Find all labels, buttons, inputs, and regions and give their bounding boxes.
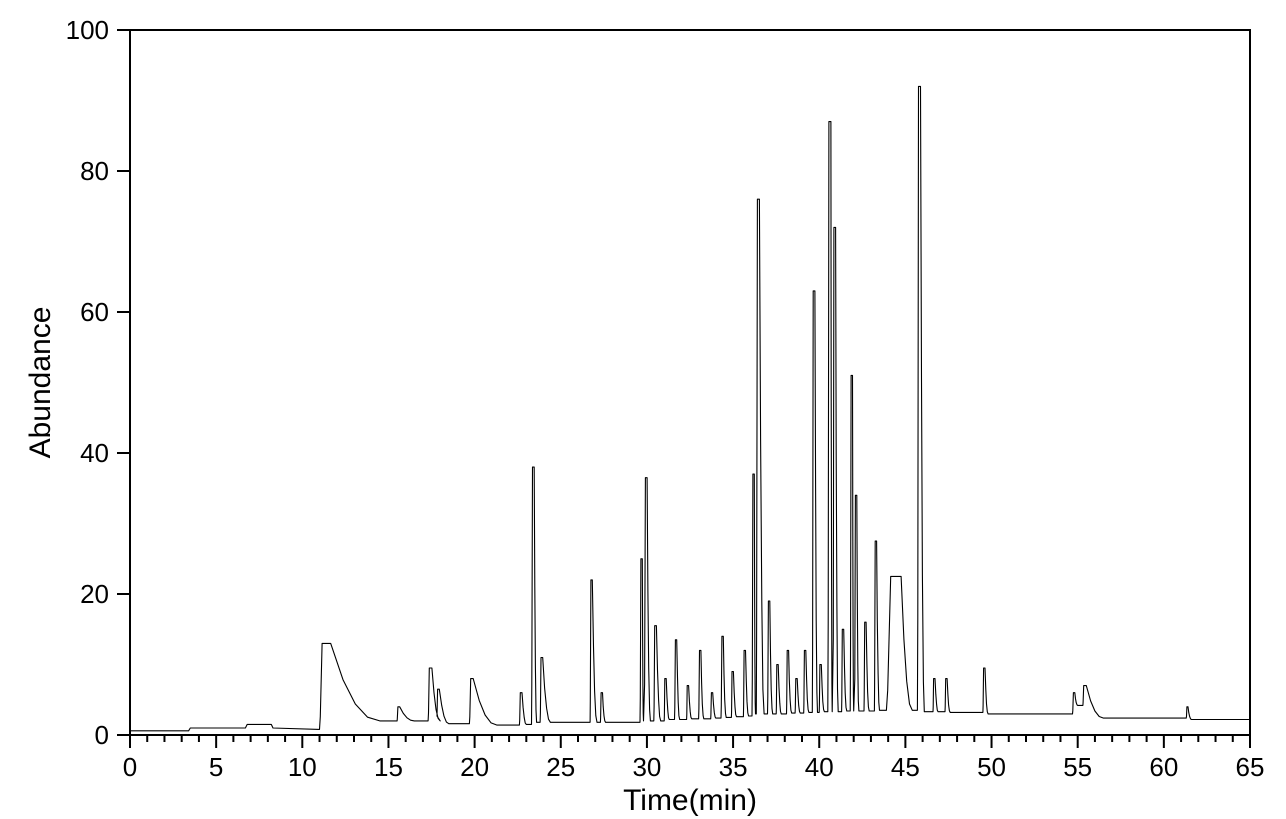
x-tick-label: 50 <box>977 752 1006 782</box>
x-tick-label: 0 <box>123 752 137 782</box>
x-tick-label: 40 <box>805 752 834 782</box>
y-tick-label: 60 <box>80 297 109 327</box>
x-tick-label: 5 <box>209 752 223 782</box>
x-tick-label: 30 <box>632 752 661 782</box>
plot-frame <box>130 30 1250 735</box>
y-tick-label: 100 <box>66 15 109 45</box>
x-tick-label: 15 <box>374 752 403 782</box>
x-tick-label: 45 <box>891 752 920 782</box>
chart-svg: 0 5 10 15 20 25 30 35 40 45 50 55 60 65 0 20 40 60 80 100 Ti… <box>0 0 1286 819</box>
chromatogram-chart: 0 5 10 15 20 25 30 35 40 45 50 55 60 65 0 20 40 60 80 100 Ti… <box>0 0 1286 819</box>
y-tick-label: 0 <box>95 720 109 750</box>
x-tick-label: 55 <box>1063 752 1092 782</box>
x-tick-label: 65 <box>1236 752 1265 782</box>
x-tick-label: 20 <box>460 752 489 782</box>
y-axis-title: Abundance <box>24 307 57 459</box>
y-tick-label: 80 <box>80 156 109 186</box>
x-axis-title: Time(min) <box>623 784 757 817</box>
x-tick-label: 10 <box>288 752 317 782</box>
y-tick-label: 20 <box>80 579 109 609</box>
y-tick-label: 40 <box>80 438 109 468</box>
x-tick-label: 60 <box>1149 752 1178 782</box>
x-tick-label: 25 <box>546 752 575 782</box>
x-tick-label: 35 <box>719 752 748 782</box>
chromatogram-trace <box>130 86 1250 730</box>
